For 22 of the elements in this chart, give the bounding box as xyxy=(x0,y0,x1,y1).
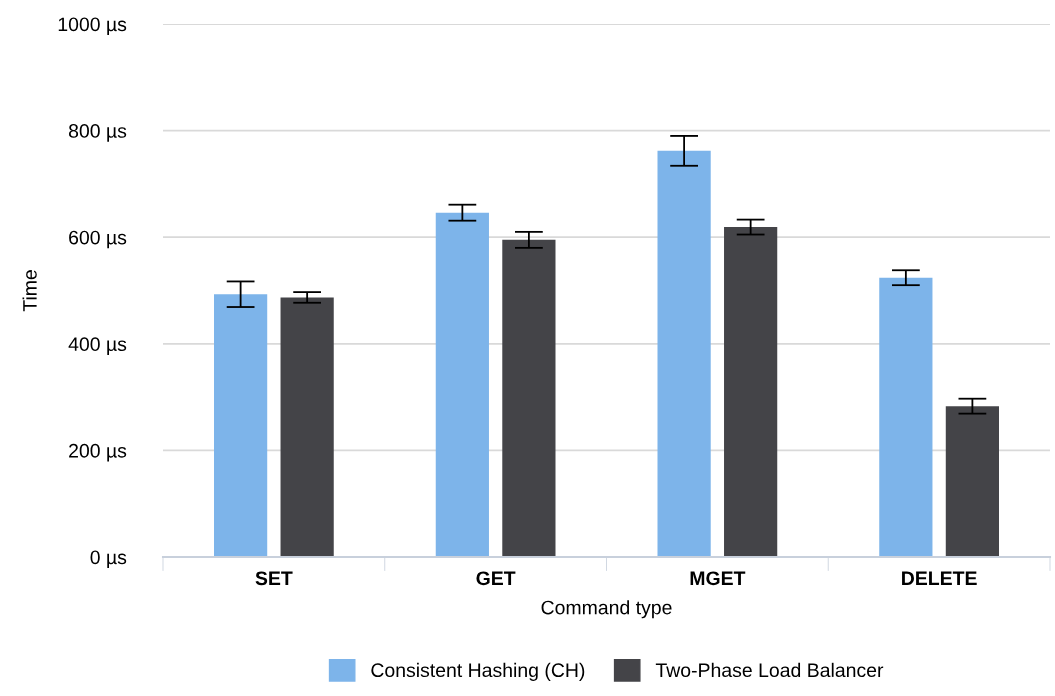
bar xyxy=(435,212,489,557)
x-tick-label: SET xyxy=(255,571,293,586)
y-tick-label: 1000 µs xyxy=(58,17,127,36)
y-tick-label: 0 µs xyxy=(90,550,127,569)
y-tick-label: 600 µs xyxy=(69,230,127,249)
bar xyxy=(724,227,778,557)
bar xyxy=(945,406,999,557)
y-axis-title: Time xyxy=(22,270,37,312)
x-tick-label: GET xyxy=(476,571,516,586)
legend-label: Two-Phase Load Balancer xyxy=(655,662,884,678)
bar xyxy=(280,297,334,557)
x-tick-label: DELETE xyxy=(902,571,977,585)
legend-label: Consistent Hashing (CH) xyxy=(371,662,585,681)
bar xyxy=(502,239,556,557)
x-tick-label: MGET xyxy=(690,571,746,586)
y-tick-label: 200 µs xyxy=(69,443,127,462)
x-axis-title: Command type xyxy=(541,600,672,619)
y-tick-label: 800 µs xyxy=(68,124,127,142)
y-tick-label: 400 µs xyxy=(68,337,127,355)
bar xyxy=(879,277,933,557)
bar xyxy=(657,150,711,557)
bar xyxy=(214,294,268,557)
